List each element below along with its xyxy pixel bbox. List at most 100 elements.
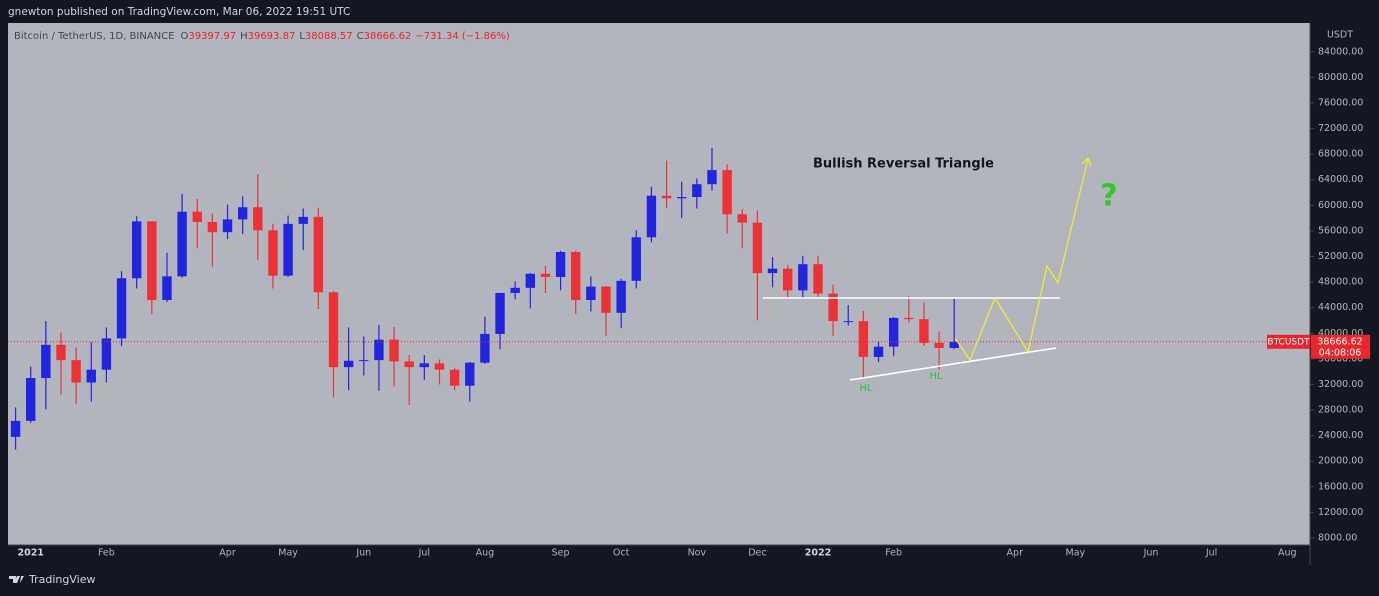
annotation-title: Bullish Reversal Triangle bbox=[813, 157, 994, 172]
candle-body bbox=[56, 344, 66, 361]
y-tick-label: 68000.00 bbox=[1318, 149, 1363, 160]
candle-body bbox=[813, 264, 823, 294]
y-tick-label: 32000.00 bbox=[1318, 379, 1363, 390]
y-tick-label: 24000.00 bbox=[1318, 430, 1363, 441]
candle-body bbox=[10, 420, 21, 437]
candle-body bbox=[116, 278, 127, 339]
candle-body bbox=[222, 219, 233, 233]
y-tick-label: 8000.00 bbox=[1318, 532, 1357, 543]
candle-body bbox=[646, 195, 657, 238]
candle-body bbox=[343, 360, 354, 368]
x-tick-label: Dec bbox=[748, 548, 766, 559]
legend-key: H bbox=[240, 31, 248, 42]
candle-body bbox=[449, 369, 460, 386]
x-tick-label: Apr bbox=[219, 548, 236, 559]
candle-body bbox=[359, 360, 369, 362]
candle-body bbox=[555, 252, 566, 277]
candle-body bbox=[495, 292, 505, 334]
y-tick-label: 44000.00 bbox=[1318, 302, 1363, 313]
candle-body bbox=[86, 369, 96, 383]
last-price-label: 38666.62 bbox=[1317, 336, 1362, 347]
legend-value: 39693.87 bbox=[248, 31, 296, 42]
x-tick-label: 2021 bbox=[17, 548, 43, 559]
candle-body bbox=[919, 319, 929, 343]
x-tick-label: Aug bbox=[476, 548, 495, 559]
x-tick-label: Jun bbox=[1143, 548, 1159, 559]
legend-key: O bbox=[180, 31, 188, 42]
candle-body bbox=[692, 184, 702, 197]
y-tick-label: 72000.00 bbox=[1318, 123, 1363, 134]
hl-label: HL bbox=[859, 383, 873, 394]
candle-body bbox=[858, 321, 869, 357]
legend-change: −731.34 (−1.86%) bbox=[415, 31, 510, 42]
candle-body bbox=[888, 317, 899, 347]
candle-body bbox=[540, 273, 551, 277]
candle-body bbox=[677, 197, 687, 199]
candle-body bbox=[313, 216, 324, 293]
legend-value: 39397.97 bbox=[188, 31, 236, 42]
candle-body bbox=[298, 216, 308, 224]
candle-body bbox=[601, 286, 611, 313]
legend: Bitcoin / TetherUS, 1D, BINANCE O39397.97… bbox=[14, 31, 510, 42]
candle-body bbox=[101, 338, 112, 370]
x-tick-label: Aug bbox=[1278, 548, 1297, 559]
candle-body bbox=[707, 170, 717, 185]
candle-body bbox=[480, 333, 490, 363]
y-tick-label: 56000.00 bbox=[1318, 225, 1363, 236]
candle-body bbox=[268, 230, 278, 276]
y-tick-label: 28000.00 bbox=[1318, 405, 1363, 416]
candle-body bbox=[510, 287, 520, 293]
x-tick-label: Jun bbox=[355, 548, 371, 559]
symbol-label: BTCUSDT bbox=[1267, 337, 1310, 347]
x-tick-label: Oct bbox=[613, 548, 630, 559]
candle-body bbox=[71, 360, 81, 383]
price-box bbox=[1311, 334, 1370, 359]
candles bbox=[8, 147, 1310, 450]
candle-body bbox=[571, 252, 581, 300]
y-tick-label: 84000.00 bbox=[1318, 46, 1363, 57]
candle-body bbox=[419, 363, 430, 368]
candle-body bbox=[328, 292, 339, 368]
candle-body bbox=[752, 222, 763, 274]
y-tick-label: 48000.00 bbox=[1318, 277, 1363, 288]
candle-body bbox=[631, 237, 641, 281]
y-tick-label: 64000.00 bbox=[1318, 174, 1363, 185]
y-tick-label: 20000.00 bbox=[1318, 456, 1363, 467]
y-tick-label: 52000.00 bbox=[1318, 251, 1363, 262]
y-tick-label: 40000.00 bbox=[1318, 328, 1363, 339]
candle-body bbox=[26, 378, 36, 421]
candle-body bbox=[147, 221, 157, 300]
candle-body bbox=[722, 170, 732, 215]
x-tick-label: Nov bbox=[688, 548, 707, 559]
hl-label: HL bbox=[929, 371, 943, 382]
candle-body bbox=[737, 214, 747, 223]
projection-arrowhead bbox=[1081, 156, 1092, 167]
candle-body bbox=[782, 268, 793, 291]
footer-brand: TradingView bbox=[28, 573, 95, 586]
projection-path bbox=[954, 158, 1089, 362]
y-tick-label: 12000.00 bbox=[1318, 507, 1363, 518]
support-trendline bbox=[849, 347, 1057, 381]
legend-key: C bbox=[357, 31, 364, 42]
x-tick-label: Jul bbox=[418, 548, 430, 559]
candle-body bbox=[465, 362, 475, 386]
x-tick-label: Sep bbox=[552, 548, 570, 559]
candle-body bbox=[434, 363, 445, 370]
candle-body bbox=[41, 344, 51, 379]
candle-body bbox=[798, 264, 808, 291]
x-tick-label: Apr bbox=[1007, 548, 1024, 559]
y-tick-label: 16000.00 bbox=[1318, 481, 1363, 492]
candle-body bbox=[828, 293, 838, 322]
candle-body bbox=[404, 361, 414, 368]
candle-body bbox=[162, 276, 172, 300]
candle-body bbox=[873, 346, 884, 357]
candle-body bbox=[192, 211, 202, 222]
legend-value: 38088.57 bbox=[305, 31, 353, 42]
y-tick-label: 60000.00 bbox=[1318, 200, 1363, 211]
candle-body bbox=[843, 321, 853, 323]
logo bbox=[9, 576, 24, 583]
candle-body bbox=[586, 286, 596, 300]
x-tick-label: Feb bbox=[885, 548, 902, 559]
candle-body bbox=[767, 268, 778, 274]
